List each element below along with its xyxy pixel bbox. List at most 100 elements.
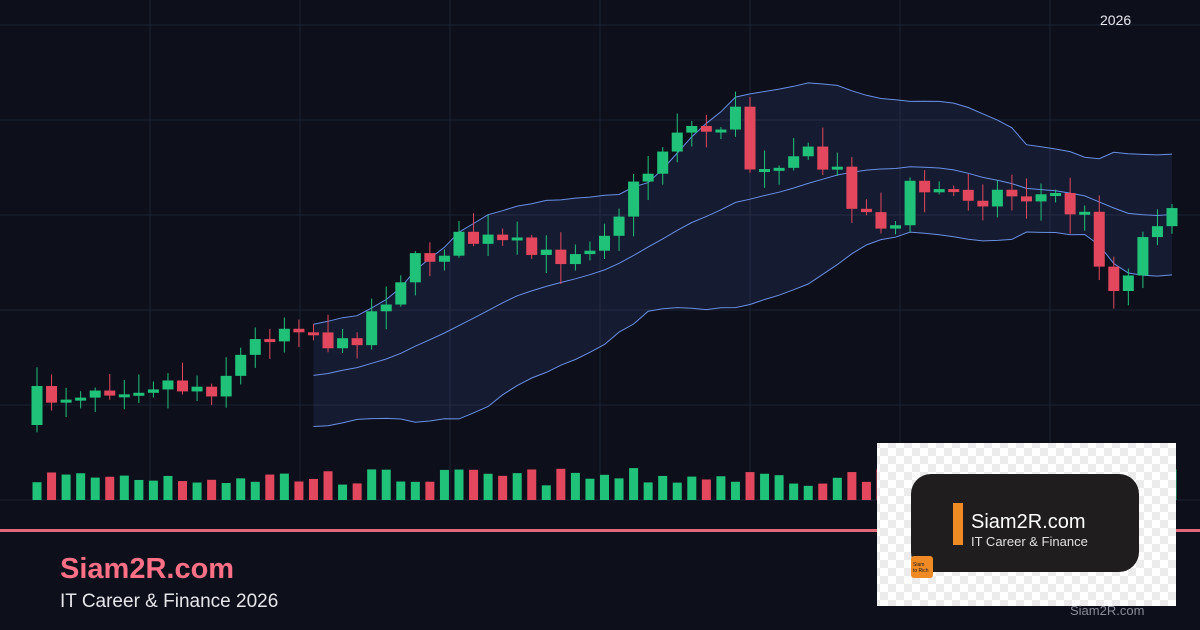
volume-bar bbox=[178, 481, 188, 500]
candle-body bbox=[613, 216, 625, 236]
candle-body bbox=[700, 126, 712, 132]
candle-body bbox=[642, 173, 654, 182]
volume-bar bbox=[105, 476, 115, 500]
volume-bar bbox=[76, 473, 86, 500]
candle-body bbox=[962, 189, 974, 201]
candle-body bbox=[919, 180, 931, 193]
candle-body bbox=[395, 282, 407, 305]
volume-bar bbox=[32, 482, 42, 500]
volume-bar bbox=[861, 481, 871, 500]
candle-body bbox=[133, 392, 145, 396]
divider bbox=[0, 529, 1200, 532]
candle-body bbox=[773, 167, 785, 171]
candle-body bbox=[482, 234, 494, 244]
candles bbox=[31, 91, 1178, 433]
candle-body bbox=[1064, 193, 1076, 215]
candle-body bbox=[1006, 189, 1018, 197]
volume-bar bbox=[454, 469, 464, 500]
candle-body bbox=[526, 237, 538, 255]
candle-body bbox=[599, 235, 610, 251]
candle-body bbox=[424, 253, 436, 262]
watermark: Siam2R.com bbox=[1070, 603, 1144, 618]
logo-card bbox=[911, 474, 1139, 572]
candle-body bbox=[977, 200, 989, 207]
bollinger-bands bbox=[313, 82, 1173, 427]
candle-body bbox=[744, 106, 756, 170]
volume-bar bbox=[221, 483, 231, 500]
candle-body bbox=[75, 397, 87, 401]
candle-body bbox=[991, 189, 1003, 207]
volume-bar bbox=[760, 473, 770, 500]
volume-bar bbox=[847, 472, 857, 500]
volume-bar bbox=[789, 483, 799, 500]
candle-body bbox=[497, 234, 509, 241]
volume-bar bbox=[396, 481, 406, 500]
volume-bar bbox=[512, 473, 522, 500]
candle-body bbox=[555, 249, 567, 265]
logo-badge-text: to Rich bbox=[913, 568, 929, 574]
volume-bar bbox=[294, 481, 304, 500]
volume-bar bbox=[236, 478, 246, 500]
volume-bar bbox=[163, 475, 173, 500]
candle-body bbox=[1020, 196, 1032, 202]
candle-body bbox=[162, 380, 174, 390]
volume-bar bbox=[367, 469, 377, 500]
volume-bar bbox=[352, 483, 362, 500]
candle-body bbox=[671, 132, 683, 152]
volume-bar bbox=[323, 471, 333, 500]
logo-badge-text: Siam bbox=[913, 562, 924, 568]
volume-bar bbox=[629, 468, 639, 500]
candle-body bbox=[409, 253, 421, 283]
candle-body bbox=[1093, 211, 1105, 267]
candle-body bbox=[802, 146, 814, 157]
volume-bar bbox=[716, 476, 726, 500]
candle-body bbox=[191, 386, 203, 392]
candle-body bbox=[933, 189, 945, 193]
candle-body bbox=[890, 225, 902, 229]
band-line bbox=[313, 166, 1173, 376]
candle-body bbox=[453, 231, 465, 256]
candle-body bbox=[540, 249, 552, 255]
volume-bar bbox=[381, 469, 391, 500]
band-line bbox=[313, 231, 1173, 427]
volume-bar bbox=[541, 485, 551, 500]
candle-body bbox=[1108, 266, 1120, 292]
candle-body bbox=[468, 231, 480, 244]
candle-body bbox=[875, 212, 887, 229]
candle-body bbox=[860, 208, 872, 213]
volume-bar bbox=[832, 477, 842, 500]
candle-body bbox=[569, 254, 581, 265]
candle-body bbox=[846, 166, 858, 209]
candle-body bbox=[788, 156, 800, 168]
volume-bar bbox=[483, 473, 493, 500]
candle-body bbox=[686, 126, 698, 133]
volume-bar bbox=[134, 479, 144, 500]
volume-bar bbox=[643, 482, 653, 500]
volume-bar bbox=[687, 476, 697, 500]
volume-bar bbox=[701, 479, 711, 500]
grid bbox=[0, 0, 1200, 501]
candle-body bbox=[46, 386, 58, 403]
candle-body bbox=[264, 339, 276, 343]
candle-body bbox=[1137, 237, 1149, 276]
volume-bar bbox=[425, 481, 435, 500]
brand-name: Siam2R.com bbox=[60, 553, 234, 585]
candle-body bbox=[729, 106, 741, 130]
volume-bar bbox=[250, 481, 260, 500]
volume-bar bbox=[279, 473, 289, 500]
candle-body bbox=[249, 339, 261, 355]
volume-bar bbox=[265, 474, 275, 500]
volume-bar bbox=[556, 468, 566, 500]
candle-body bbox=[89, 390, 101, 398]
candle-body bbox=[657, 151, 669, 174]
candle-body bbox=[715, 129, 727, 133]
volume-bar bbox=[338, 484, 348, 500]
volume-bar bbox=[614, 478, 624, 500]
candle-body bbox=[1166, 208, 1178, 227]
candle-body bbox=[104, 390, 116, 396]
volume-bar bbox=[658, 475, 668, 500]
candle-body bbox=[438, 255, 450, 262]
volume-bar bbox=[207, 479, 217, 500]
candle-body bbox=[948, 189, 960, 193]
band-fill bbox=[313, 82, 1172, 427]
